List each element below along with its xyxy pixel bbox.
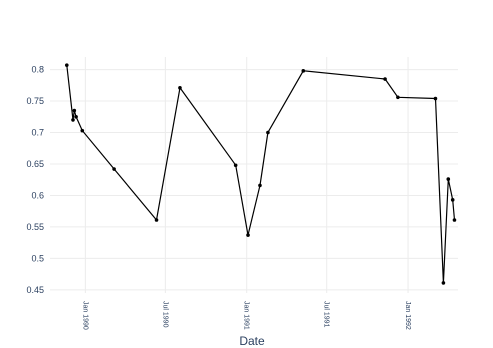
data-point (396, 95, 400, 99)
x-tick-label: Jul 1990 (161, 301, 168, 328)
x-tick-label: Jul 1991 (323, 301, 330, 328)
data-point (234, 163, 238, 167)
data-point (74, 115, 78, 119)
data-point (301, 69, 305, 73)
y-tick-label: 0.55 (26, 222, 44, 232)
data-point (178, 86, 182, 90)
x-tick-label: Jan 1992 (404, 301, 411, 330)
data-point (446, 177, 450, 181)
y-tick-label: 0.5 (31, 253, 44, 263)
data-point (258, 184, 262, 188)
data-point (383, 77, 387, 81)
data-point (246, 233, 250, 237)
data-point (73, 109, 77, 113)
y-tick-label: 0.8 (31, 65, 44, 75)
data-points (65, 63, 456, 284)
data-point (155, 218, 159, 222)
x-axis-ticks: Jan 1990 Jul 1990 Jan 1991 Jul 1991 Jan 1992 (81, 301, 411, 330)
grid-layer (50, 57, 458, 293)
data-point (65, 63, 69, 67)
data-point (442, 281, 446, 285)
y-tick-label: 0.45 (26, 285, 44, 295)
data-point (266, 131, 270, 135)
data-point (71, 118, 75, 122)
y-tick-label: 0.75 (26, 96, 44, 106)
data-point (451, 198, 455, 202)
x-axis-title: Date (239, 334, 265, 348)
y-tick-label: 0.6 (31, 190, 44, 200)
y-tick-label: 0.7 (31, 128, 44, 138)
data-point (80, 129, 84, 133)
y-tick-label: 0.65 (26, 159, 44, 169)
x-tick-label: Jan 1991 (243, 301, 250, 330)
data-point (453, 218, 457, 222)
data-point (434, 97, 438, 101)
x-tick-label: Jan 1990 (81, 301, 88, 330)
y-axis-ticks: 0.45 0.5 0.55 0.6 0.65 0.7 0.75 0.8 (26, 65, 44, 295)
data-point (112, 167, 116, 171)
